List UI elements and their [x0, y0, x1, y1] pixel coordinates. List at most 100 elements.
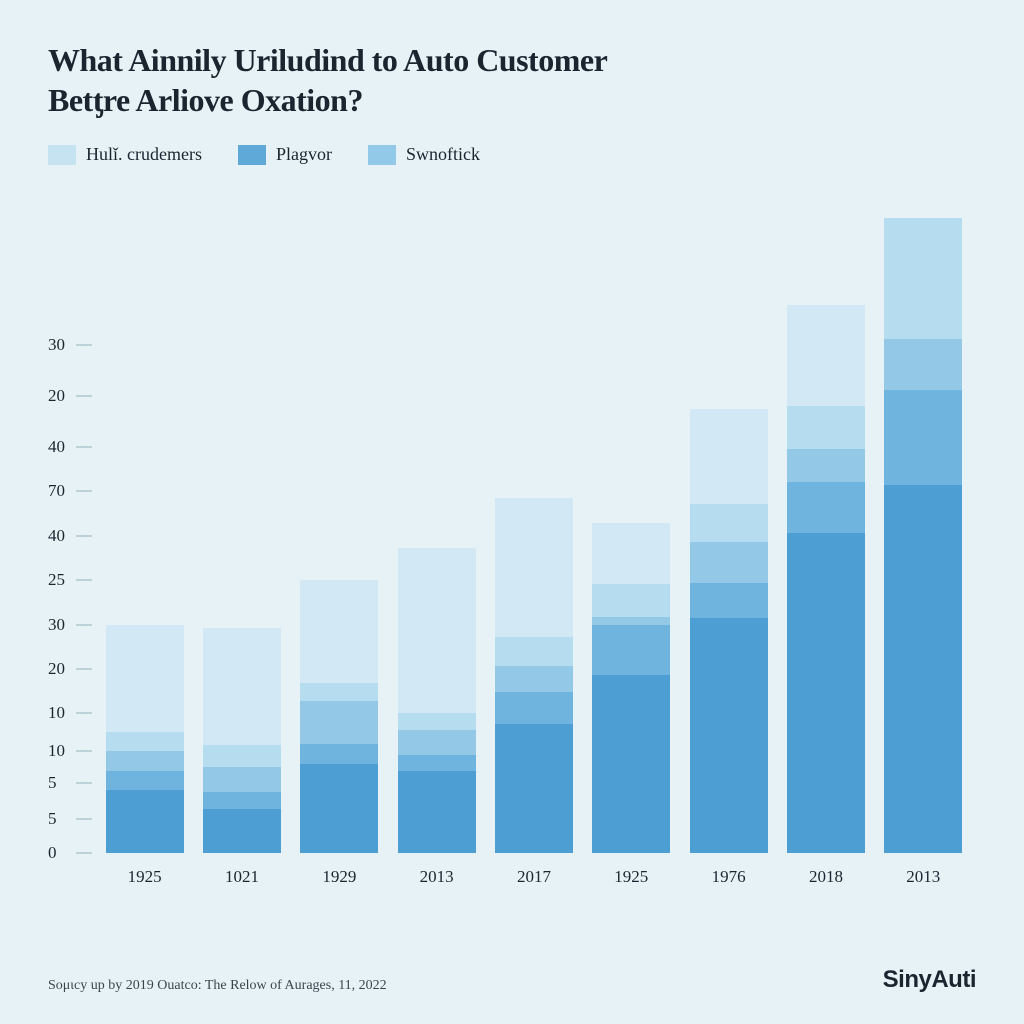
legend: Hulǐ. crudemers Plagvor Swnoftick	[48, 144, 976, 165]
y-tick-label: 10	[48, 741, 70, 761]
bar-segment	[398, 771, 476, 854]
bar	[106, 193, 184, 853]
bar-segment	[884, 218, 962, 339]
bar-segment	[592, 617, 670, 625]
x-label: 1976	[690, 867, 768, 887]
legend-item: Swnoftick	[368, 144, 480, 165]
bar	[495, 193, 573, 853]
bar-segment	[106, 682, 184, 695]
y-tick: 10	[48, 741, 92, 761]
bar-segment	[495, 666, 573, 691]
y-tick-mark	[76, 668, 92, 670]
y-tick: 30	[48, 335, 92, 355]
chart-title: What Ainnily Uriludind to Auto Customer …	[48, 40, 976, 120]
x-label: 1925	[592, 867, 670, 887]
bar-segment	[203, 628, 281, 704]
bar-segment	[203, 792, 281, 809]
bar-segment	[398, 635, 476, 648]
bar-segment	[884, 485, 962, 853]
legend-swatch	[368, 145, 396, 165]
y-tick-label: 70	[48, 481, 70, 501]
y-tick: 40	[48, 526, 92, 546]
title-line-2: Betƫre Arliove Oxation?	[48, 82, 363, 118]
bar-segment	[300, 744, 378, 764]
y-tick-mark	[76, 782, 92, 784]
y-tick-label: 30	[48, 615, 70, 635]
bar-segment	[106, 771, 184, 790]
bar-segment	[592, 523, 670, 579]
bar-segment	[495, 692, 573, 724]
plot-area	[92, 193, 976, 853]
legend-label: Hulǐ. crudemers	[86, 144, 202, 165]
bar	[884, 193, 962, 853]
bar-segment	[300, 683, 378, 701]
y-tick-label: 25	[48, 570, 70, 590]
bar-segment	[398, 713, 476, 730]
y-tick-mark	[76, 395, 92, 397]
y-tick-label: 40	[48, 526, 70, 546]
y-tick-label: 40	[48, 437, 70, 457]
y-tick: 30	[48, 615, 92, 635]
y-tick-mark	[76, 750, 92, 752]
bar-segment	[106, 751, 184, 770]
bar-segment	[203, 809, 281, 853]
bar-segment	[203, 767, 281, 792]
x-label: 1929	[300, 867, 378, 887]
bar-segment	[203, 717, 281, 745]
y-tick: 5	[48, 773, 92, 793]
bar-segment	[690, 504, 768, 542]
y-tick-label: 20	[48, 659, 70, 679]
y-tick: 70	[48, 481, 92, 501]
bar	[787, 193, 865, 853]
y-tick: 25	[48, 570, 92, 590]
legend-item: Plagvor	[238, 144, 332, 165]
bar-segment	[787, 305, 865, 407]
bar-segment	[398, 730, 476, 755]
legend-swatch	[238, 145, 266, 165]
y-tick-mark	[76, 490, 92, 492]
x-label: 2013	[884, 867, 962, 887]
y-tick-mark	[76, 344, 92, 346]
x-label: 1925	[106, 867, 184, 887]
source-text: Soμιcy up by 2019 Ouatco: The Relow of A…	[48, 978, 387, 994]
bar-segment	[398, 688, 476, 713]
y-tick-label: 5	[48, 809, 70, 829]
bars-container	[92, 193, 976, 853]
bar-segment	[300, 701, 378, 744]
x-label: 2017	[495, 867, 573, 887]
legend-label: Swnoftick	[406, 144, 480, 165]
y-tick: 20	[48, 659, 92, 679]
bar	[398, 193, 476, 853]
bar-segment	[106, 694, 184, 707]
bar-segment	[495, 724, 573, 853]
bar-segment	[690, 618, 768, 853]
bar-segment	[300, 631, 378, 648]
y-tick: 10	[48, 703, 92, 723]
bar-segment	[398, 647, 476, 688]
bar-segment	[300, 580, 378, 631]
legend-label: Plagvor	[276, 144, 332, 165]
y-tick: 5	[48, 809, 92, 829]
bar-segment	[495, 498, 573, 638]
bar	[300, 193, 378, 853]
bar-segment	[398, 548, 476, 634]
bar-segment	[203, 705, 281, 718]
bar-segment	[106, 732, 184, 751]
y-tick-mark	[76, 712, 92, 714]
bar-segment	[884, 390, 962, 485]
chart-area: 30204070402530201010550	[48, 193, 976, 853]
bar-segment	[690, 542, 768, 583]
y-tick-mark	[76, 818, 92, 820]
bar-segment	[787, 449, 865, 482]
bar-segment	[398, 755, 476, 770]
bar	[592, 193, 670, 853]
brand-logo: SinyAuti	[883, 966, 976, 994]
footer: Soμιcy up by 2019 Ouatco: The Relow of A…	[48, 966, 976, 994]
y-tick-label: 5	[48, 773, 70, 793]
y-tick-label: 20	[48, 386, 70, 406]
x-axis: 192510211929201320171925197620182013	[92, 867, 976, 887]
y-tick-mark	[76, 535, 92, 537]
bar-segment	[106, 625, 184, 682]
bar-segment	[300, 647, 378, 683]
y-tick-label: 0	[48, 843, 70, 863]
